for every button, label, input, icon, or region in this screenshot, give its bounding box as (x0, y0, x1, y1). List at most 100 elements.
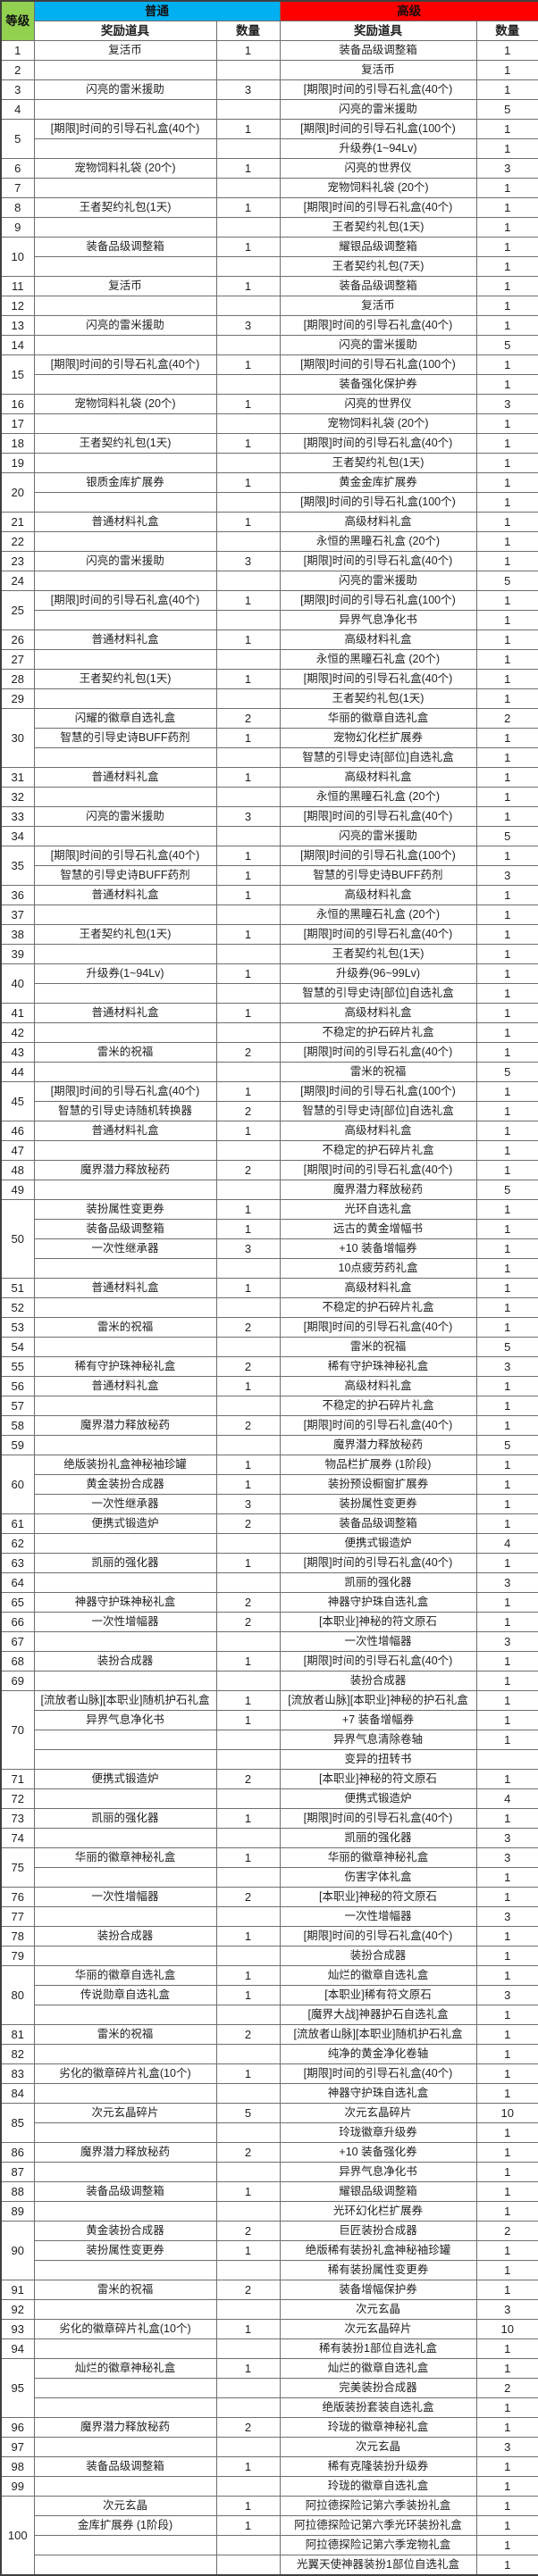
normal-qty-cell: 1 (215, 1081, 281, 1102)
reward-row-level-31: 31 普通材料礼盒 1 高级材料礼盒 1 (0, 767, 538, 788)
level-cell: 52 (0, 1297, 35, 1318)
advanced-item-cell: 装扮合成器 (279, 1671, 477, 1691)
advanced-item-cell: [期限]时间的引导石礼盒(40个) (279, 806, 477, 827)
normal-item-cell: 华丽的徽章神秘礼盒 (33, 1847, 217, 1868)
normal-item-cell: 宠物饲料礼袋 (20个) (33, 394, 217, 414)
normal-item-cell (33, 787, 217, 807)
normal-item-cell (33, 1258, 217, 1279)
advanced-qty-cell: 1 (475, 2515, 538, 2536)
advanced-qty-cell: 1 (475, 2535, 538, 2555)
level-cell: 87 (0, 2162, 35, 2182)
reward-row-level-71: 71 便携式锻造炉 2 [本职业]神秘的符文原石 1 (0, 1769, 538, 1789)
normal-item-cell: 劣化的徽章碎片礼盒(10个) (33, 2063, 217, 2084)
reward-row-level-4: 4 闪亮的雷米援助 5 (0, 99, 538, 120)
advanced-item-cell: 巨匠装扮合成器 (279, 2221, 477, 2241)
normal-qty-cell (215, 1533, 281, 1554)
reward-row-level-50: 装备品级调整箱 1 远古的黄金增幅书 1 (1, 1219, 538, 1239)
advanced-qty-cell: 1 (475, 1494, 538, 1514)
normal-qty-cell: 1 (215, 1474, 281, 1495)
advanced-qty-cell: 1 (475, 256, 538, 277)
advanced-qty-cell: 1 (475, 2063, 538, 2084)
advanced-qty-cell: 1 (475, 1022, 538, 1043)
normal-qty-cell (215, 1946, 281, 1966)
advanced-item-cell: [期限]时间的引导石礼盒(100个) (279, 590, 477, 611)
reward-row-level-3: 3 闪亮的雷米援助 3 [期限]时间的引导石礼盒(40个) 1 (0, 79, 538, 100)
advanced-qty-cell: 1 (475, 1671, 538, 1691)
normal-qty-column-header: 数量 (215, 21, 281, 41)
advanced-item-cell: 智慧的引导史诗BUFF药剂 (279, 865, 477, 886)
normal-item-cell: 王者契约礼包(1天) (33, 433, 217, 454)
normal-item-cell (33, 2260, 217, 2280)
normal-qty-cell (215, 1435, 281, 1455)
normal-qty-cell: 2 (215, 1356, 281, 1377)
normal-qty-cell: 1 (215, 1710, 281, 1730)
level-cell: 63 (0, 1553, 35, 1573)
advanced-qty-cell: 1 (475, 531, 538, 552)
reward-row-level-100: 100 次元玄晶 1 阿拉德探险记第六季装扮礼盒 1 (0, 2496, 538, 2576)
level-cell: 38 (0, 924, 35, 945)
normal-item-cell (33, 1867, 217, 1888)
advanced-item-cell: [期限]时间的引导石礼盒(40个) (279, 1160, 477, 1180)
reward-row-level-60: 黄金装扮合成器 1 装扮预设橱窗扩展券 1 (1, 1474, 538, 1495)
reward-row-level-43: 43 雷米的祝福 2 [期限]时间的引导石礼盒(40个) 1 (0, 1042, 538, 1063)
reward-row-level-95: 绝版装扮套装自选礼盒 1 (1, 2397, 538, 2418)
normal-item-cell: 次元玄晶 (33, 2496, 217, 2516)
normal-item-cell: 闪亮的雷米援助 (33, 806, 217, 827)
level-cell: 75 (0, 1847, 35, 1888)
normal-qty-cell: 2 (215, 1160, 281, 1180)
normal-qty-cell (215, 610, 281, 630)
level-cell: 70 (0, 1690, 35, 1770)
reward-row-level-46: 46 普通材料礼盒 1 高级材料礼盒 1 (0, 1121, 538, 1141)
advanced-qty-cell: 1 (475, 963, 538, 984)
normal-qty-cell: 1 (215, 846, 281, 866)
reward-row-level-56: 56 普通材料礼盒 1 高级材料礼盒 1 (0, 1376, 538, 1396)
advanced-item-cell: 升级券(96~99Lv) (279, 963, 477, 984)
reward-row-level-33: 33 闪亮的雷米援助 3 [期限]时间的引导石礼盒(40个) 1 (0, 806, 538, 827)
normal-qty-cell: 1 (215, 2496, 281, 2516)
advanced-qty-cell: 5 (475, 1062, 538, 1082)
reward-row-level-1: 1 复活币 1 装备品级调整箱 1 (0, 40, 538, 61)
advanced-item-cell: [期限]时间的引导石礼盒(40个) (279, 669, 477, 689)
normal-item-cell: 闪亮的雷米援助 (33, 315, 217, 336)
advanced-qty-cell: 1 (475, 2162, 538, 2182)
normal-item-cell: 王者契约礼包(1天) (33, 197, 217, 218)
advanced-item-cell: [期限]时间的引导石礼盒(40个) (279, 79, 477, 100)
normal-qty-cell (215, 688, 281, 709)
normal-qty-cell: 1 (215, 1985, 281, 2005)
reward-row-level-34: 34 闪亮的雷米援助 5 (0, 826, 538, 846)
normal-qty-cell: 1 (215, 197, 281, 218)
advanced-item-cell: 次元玄晶碎片 (279, 2103, 477, 2123)
normal-qty-cell: 1 (215, 512, 281, 532)
normal-qty-cell: 1 (215, 394, 281, 414)
normal-qty-cell (215, 1572, 281, 1593)
advanced-item-cell: 永恒的黑瞳石礼盒 (20个) (279, 905, 477, 925)
reward-row-level-81: 81 雷米的祝福 2 [流放者山脉][本职业]随机护石礼盒 1 (0, 2024, 538, 2045)
advanced-qty-cell: 1 (475, 1592, 538, 1613)
reward-row-level-72: 72 便携式锻造炉 4 (0, 1788, 538, 1809)
reward-row-level-32: 32 永恒的黑瞳石礼盒 (20个) 1 (0, 787, 538, 807)
reward-row-level-59: 59 魔界潜力释放秘药 5 (0, 1435, 538, 1455)
normal-qty-cell: 1 (215, 728, 281, 748)
normal-item-cell: 华丽的徽章自选礼盒 (33, 1965, 217, 1986)
advanced-item-cell: 便携式锻造炉 (279, 1533, 477, 1554)
reward-row-level-5: 升级券(1~94Lv) 1 (1, 138, 538, 159)
reward-row-level-48: 48 魔界潜力释放秘药 2 [期限]时间的引导石礼盒(40个) 1 (0, 1160, 538, 1180)
advanced-qty-cell: 1 (475, 905, 538, 925)
advanced-item-cell: 一次性增幅器 (279, 1631, 477, 1652)
normal-qty-cell: 2 (215, 1612, 281, 1632)
advanced-qty-column-header: 数量 (475, 21, 538, 41)
level-cell: 35 (0, 846, 35, 886)
advanced-qty-cell: 1 (475, 1513, 538, 1534)
normal-item-cell (33, 2083, 217, 2104)
advanced-item-cell: [期限]时间的引导石礼盒(40个) (279, 433, 477, 454)
level-cell: 93 (0, 2319, 35, 2339)
normal-qty-cell: 1 (215, 2181, 281, 2202)
advanced-item-cell: 闪亮的雷米援助 (279, 99, 477, 120)
advanced-item-cell: 阿拉德探险记第六季光环装扮礼盒 (279, 2515, 477, 2536)
advanced-qty-cell: 5 (475, 826, 538, 846)
reward-row-level-50: 10点疲劳药礼盒 1 (1, 1258, 538, 1279)
reward-row-level-30: 智慧的引导史诗[部位]自选礼盒 1 (1, 747, 538, 768)
normal-qty-cell: 1 (215, 885, 281, 905)
reward-row-level-49: 49 魔界潜力释放秘药 5 (0, 1180, 538, 1200)
